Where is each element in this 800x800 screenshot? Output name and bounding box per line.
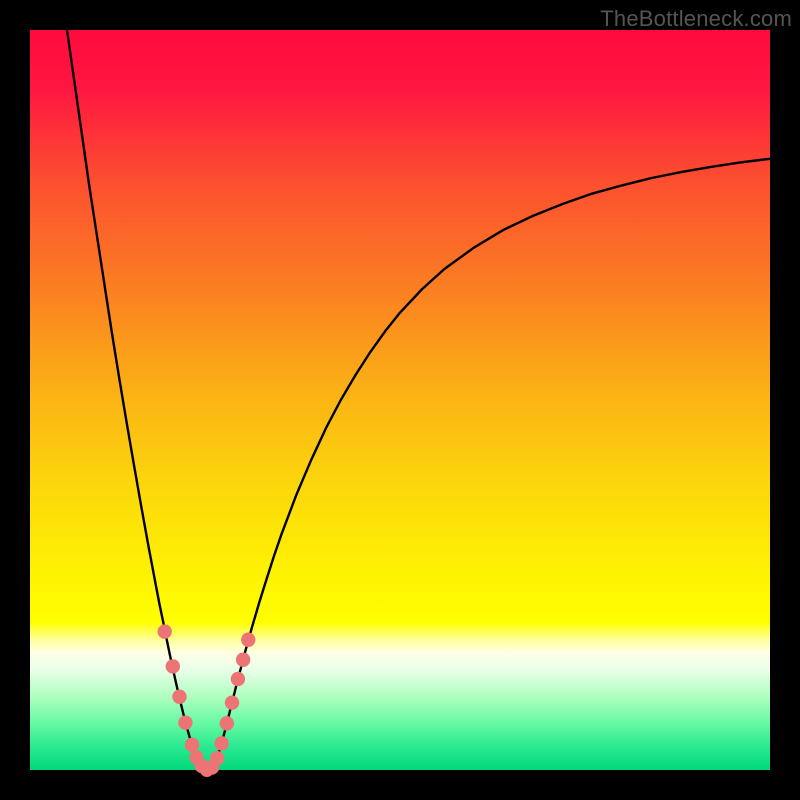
- outer-frame: TheBottleneck.com: [0, 0, 800, 800]
- bottleneck-curve: [67, 30, 770, 770]
- watermark-text: TheBottleneck.com: [600, 6, 792, 32]
- bottleneck-curve-layer: [30, 30, 770, 770]
- curve-marker: [166, 659, 180, 673]
- curve-marker: [236, 653, 250, 667]
- curve-marker: [172, 690, 186, 704]
- curve-marker: [210, 751, 224, 765]
- plot-area: [30, 30, 770, 770]
- curve-marker: [220, 716, 234, 730]
- curve-marker: [241, 633, 255, 647]
- curve-marker: [214, 736, 228, 750]
- curve-marker: [225, 695, 239, 709]
- curve-marker: [231, 672, 245, 686]
- curve-marker: [157, 624, 171, 638]
- curve-marker: [178, 715, 192, 729]
- curve-marker: [185, 738, 199, 752]
